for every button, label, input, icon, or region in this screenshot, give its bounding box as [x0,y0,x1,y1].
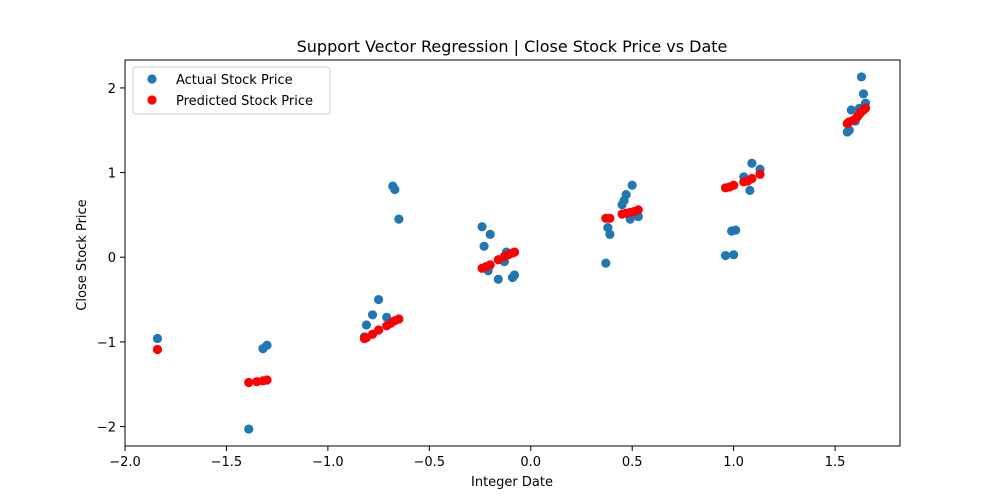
data-point [858,89,869,99]
legend-marker [147,74,157,84]
x-tick-label: −0.5 [414,455,446,470]
data-point [485,260,495,270]
data-point [244,424,254,434]
y-tick-label: 1 [108,167,116,182]
data-point [485,229,495,239]
y-tick-label: 0 [108,251,116,266]
ticks-layer: −2.0 −1.5 −1.0 −0.5 0.0 0.5 1.0 1.5 −2 −1 0 1 2 [97,82,846,470]
x-axis-label: Integer Date [471,475,553,490]
legend: Actual Stock Price Predicted Stock Price [132,66,331,115]
y-axis-label: Close Stock Price [75,199,90,310]
points-layer [152,72,871,434]
data-point [860,103,871,113]
data-point [846,105,856,115]
data-point [627,180,637,190]
x-tick-label: 1.5 [825,455,846,470]
legend-label: Predicted Stock Price [176,94,313,109]
x-tick-label: 1.0 [723,455,744,470]
data-point [394,214,404,224]
y-tick-label: −2 [97,421,116,436]
data-point [152,344,163,355]
data-point [152,333,163,344]
data-point [493,274,503,284]
data-point [244,377,254,388]
x-tick-label: −1.5 [211,455,243,470]
data-point [621,189,631,200]
data-point [373,325,384,335]
x-tick-label: −2.0 [109,455,141,470]
data-point [479,241,489,251]
data-point [745,185,755,195]
data-point [729,250,739,260]
legend-box [132,66,331,115]
data-point [361,320,372,330]
data-point [373,294,384,305]
x-tick-label: 0.5 [622,455,643,470]
data-point [605,213,615,223]
chart-title: Support Vector Regression | Close Stock … [297,37,728,56]
x-tick-label: −1.0 [312,455,344,470]
data-point [367,310,378,320]
legend-label: Actual Stock Price [176,73,293,88]
data-point [747,158,757,168]
series-predicted [152,103,871,388]
data-point [477,222,487,232]
data-point [755,169,765,179]
data-point [729,180,739,190]
data-point [605,229,615,239]
data-point [509,247,520,257]
plot-frame [124,59,901,447]
data-point [262,375,272,385]
x-tick-label: 0.0 [520,455,541,470]
y-tick-label: 2 [108,82,116,97]
y-tick-label: −1 [97,336,116,351]
legend-marker [147,95,157,105]
data-point [633,205,643,215]
data-point [390,184,400,195]
data-point [262,340,272,350]
data-point [747,173,757,184]
data-point [731,225,741,235]
data-point [394,314,404,324]
data-point [720,250,731,261]
data-point [509,270,520,280]
data-point [601,258,611,268]
data-point [856,72,867,82]
